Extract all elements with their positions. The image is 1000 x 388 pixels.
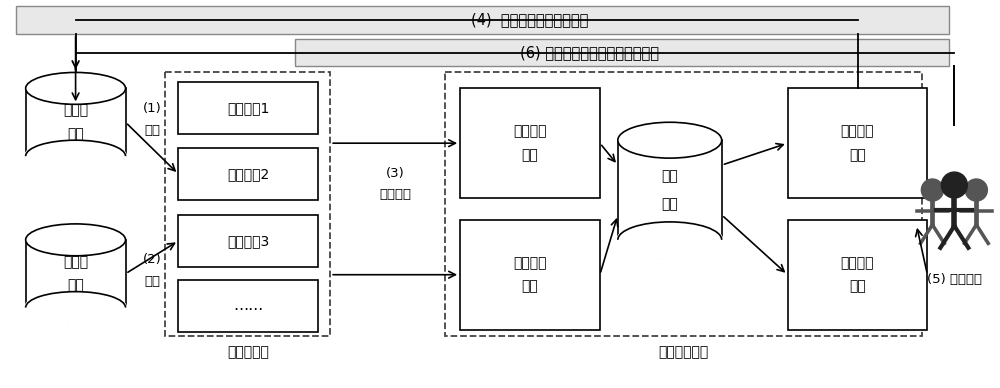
Bar xyxy=(26,88,126,156)
Text: (2): (2) xyxy=(143,253,161,266)
Bar xyxy=(460,220,600,329)
Text: 综合评估模块: 综合评估模块 xyxy=(659,345,709,359)
Text: 高可信度: 高可信度 xyxy=(841,124,874,138)
Text: 主动学习: 主动学习 xyxy=(513,256,547,270)
Text: 数据: 数据 xyxy=(661,197,678,211)
Text: 策略: 策略 xyxy=(522,148,538,162)
Text: 基分类器2: 基分类器2 xyxy=(227,167,269,181)
Ellipse shape xyxy=(618,222,722,258)
Ellipse shape xyxy=(618,222,722,258)
Bar xyxy=(16,6,949,34)
Bar xyxy=(178,215,318,267)
Text: 低可信度: 低可信度 xyxy=(841,256,874,270)
Text: 已标记: 已标记 xyxy=(63,103,88,117)
Ellipse shape xyxy=(26,140,126,172)
Circle shape xyxy=(941,172,967,198)
Text: 集成学习: 集成学习 xyxy=(513,124,547,138)
Text: ……: …… xyxy=(233,298,263,313)
Text: 训练: 训练 xyxy=(144,124,160,137)
Text: 预测结果: 预测结果 xyxy=(379,189,411,201)
Ellipse shape xyxy=(26,292,126,324)
Ellipse shape xyxy=(26,73,126,104)
Text: 数据: 数据 xyxy=(67,127,84,141)
Bar xyxy=(178,82,318,134)
Bar xyxy=(178,280,318,331)
Text: (1): (1) xyxy=(143,102,161,115)
Text: 采样: 采样 xyxy=(661,169,678,183)
Bar xyxy=(295,38,949,66)
Ellipse shape xyxy=(618,122,722,158)
Text: 基分类器1: 基分类器1 xyxy=(227,101,270,115)
Text: 样本: 样本 xyxy=(849,280,866,294)
Text: 集成分类器: 集成分类器 xyxy=(227,345,269,359)
Text: 基分类器3: 基分类器3 xyxy=(227,234,269,248)
Bar xyxy=(165,73,330,336)
Bar xyxy=(445,73,922,336)
Ellipse shape xyxy=(26,292,126,324)
Text: 未标记: 未标记 xyxy=(63,255,88,269)
Text: 策略: 策略 xyxy=(522,280,538,294)
Text: (4)  直接加入已标记数据集: (4) 直接加入已标记数据集 xyxy=(471,12,588,27)
Ellipse shape xyxy=(26,140,126,172)
Text: 数据: 数据 xyxy=(67,279,84,293)
Ellipse shape xyxy=(26,224,126,256)
Bar xyxy=(788,88,927,198)
Bar xyxy=(460,88,600,198)
Text: 样本: 样本 xyxy=(849,148,866,162)
Circle shape xyxy=(921,179,943,201)
Circle shape xyxy=(965,179,987,201)
Bar xyxy=(178,148,318,200)
Bar xyxy=(788,220,927,329)
Text: (6) 人工标注后加入已标记数据集: (6) 人工标注后加入已标记数据集 xyxy=(520,45,659,60)
Text: (5) 人工标注: (5) 人工标注 xyxy=(927,273,982,286)
Text: 预测: 预测 xyxy=(144,275,160,288)
Bar xyxy=(618,140,722,240)
Text: (3): (3) xyxy=(386,166,405,180)
Bar xyxy=(26,240,126,308)
